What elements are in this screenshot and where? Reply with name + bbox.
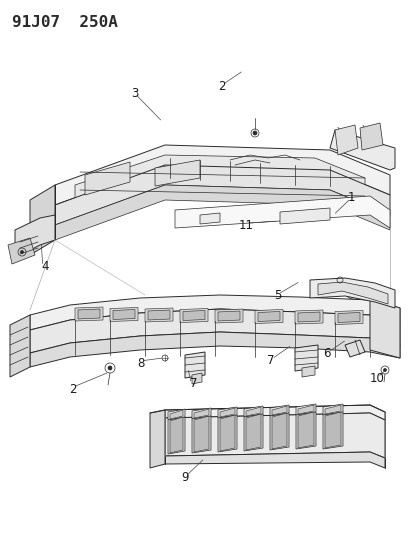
Polygon shape (329, 130, 394, 170)
Polygon shape (168, 417, 185, 454)
Polygon shape (78, 309, 100, 319)
Polygon shape (269, 413, 288, 450)
Circle shape (108, 366, 112, 370)
Polygon shape (218, 415, 236, 452)
Polygon shape (30, 295, 399, 330)
Polygon shape (245, 407, 260, 416)
Polygon shape (243, 406, 262, 417)
Polygon shape (322, 412, 342, 449)
Polygon shape (337, 312, 359, 322)
Polygon shape (219, 415, 235, 451)
Polygon shape (185, 352, 204, 378)
Polygon shape (271, 413, 286, 449)
Circle shape (382, 368, 386, 372)
Polygon shape (10, 315, 30, 377)
Polygon shape (344, 340, 364, 357)
Polygon shape (214, 309, 242, 323)
Polygon shape (317, 282, 387, 304)
Polygon shape (359, 123, 382, 150)
Polygon shape (8, 238, 35, 264)
Polygon shape (192, 408, 211, 419)
Text: 9: 9 (181, 471, 188, 483)
Text: 2: 2 (69, 383, 76, 395)
Polygon shape (271, 406, 286, 415)
Polygon shape (170, 410, 183, 419)
Polygon shape (245, 414, 260, 450)
Polygon shape (30, 332, 399, 367)
Polygon shape (297, 312, 319, 322)
Polygon shape (218, 311, 240, 321)
Text: 6: 6 (323, 348, 330, 360)
Polygon shape (165, 405, 384, 420)
Polygon shape (243, 414, 262, 451)
Polygon shape (199, 213, 219, 224)
Text: 11: 11 (238, 220, 253, 232)
Polygon shape (322, 404, 342, 415)
Polygon shape (55, 165, 389, 225)
Polygon shape (279, 208, 329, 224)
Polygon shape (55, 185, 389, 240)
Text: 91J07  250A: 91J07 250A (12, 15, 118, 30)
Polygon shape (257, 311, 279, 321)
Polygon shape (295, 412, 315, 449)
Polygon shape (165, 413, 384, 458)
Polygon shape (192, 416, 211, 453)
Polygon shape (168, 409, 185, 420)
Polygon shape (334, 125, 357, 155)
Text: 4: 4 (42, 260, 49, 273)
Polygon shape (194, 416, 209, 452)
Polygon shape (369, 298, 399, 358)
Text: 10: 10 (368, 372, 383, 385)
Polygon shape (194, 409, 209, 418)
Ellipse shape (346, 284, 362, 290)
Polygon shape (30, 309, 399, 353)
Text: 7: 7 (267, 354, 274, 367)
Polygon shape (147, 310, 170, 320)
Polygon shape (324, 412, 340, 448)
Polygon shape (301, 366, 314, 377)
Polygon shape (309, 278, 394, 308)
Text: 8: 8 (137, 357, 144, 370)
Polygon shape (154, 160, 199, 186)
Polygon shape (170, 417, 183, 453)
Polygon shape (295, 404, 315, 415)
Circle shape (252, 131, 256, 135)
Polygon shape (75, 155, 364, 202)
Polygon shape (145, 308, 173, 322)
Polygon shape (294, 345, 317, 371)
Polygon shape (180, 309, 207, 322)
Ellipse shape (346, 293, 362, 300)
Polygon shape (15, 215, 55, 258)
Polygon shape (297, 405, 313, 414)
Polygon shape (219, 408, 235, 417)
Polygon shape (55, 145, 389, 205)
Circle shape (21, 251, 24, 254)
Polygon shape (334, 311, 362, 325)
Polygon shape (85, 162, 130, 195)
Polygon shape (165, 452, 384, 468)
Polygon shape (218, 407, 236, 418)
Polygon shape (110, 308, 138, 321)
Polygon shape (294, 310, 322, 324)
Polygon shape (324, 405, 340, 414)
Polygon shape (75, 307, 103, 321)
Polygon shape (113, 310, 135, 319)
Polygon shape (254, 310, 282, 324)
Polygon shape (30, 185, 55, 255)
Polygon shape (175, 196, 389, 228)
Text: 1: 1 (347, 191, 355, 204)
Polygon shape (297, 412, 313, 448)
Polygon shape (150, 410, 165, 468)
Polygon shape (183, 311, 204, 320)
Text: 2: 2 (217, 80, 225, 93)
Polygon shape (192, 373, 202, 384)
Text: 5: 5 (273, 289, 280, 302)
Text: 3: 3 (131, 87, 138, 100)
Text: 7: 7 (190, 377, 197, 390)
Polygon shape (269, 405, 288, 416)
